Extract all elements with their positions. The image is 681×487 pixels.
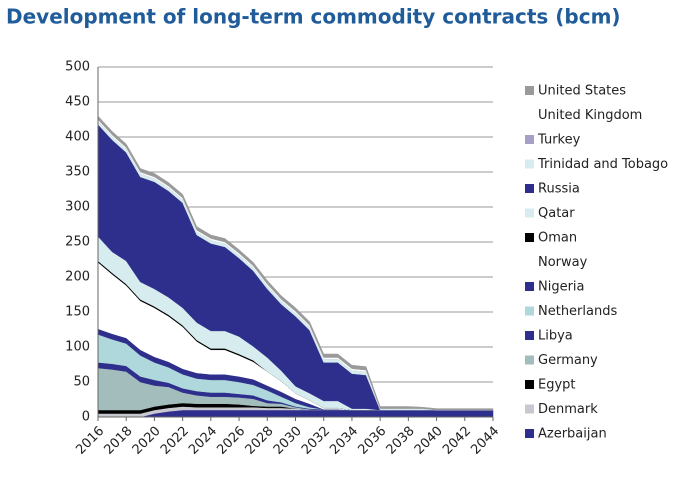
- legend-label: Turkey: [537, 133, 581, 148]
- chart-title: Development of long-term commodity contr…: [6, 5, 621, 29]
- legend-swatch: [525, 86, 534, 95]
- x-tick-label: 2026: [214, 424, 248, 458]
- legend-label: Qatar: [538, 206, 575, 221]
- legend-swatch: [525, 429, 534, 438]
- y-tick-label: 350: [65, 165, 90, 180]
- x-tick-label: 2016: [73, 424, 107, 458]
- legend-swatch: [525, 159, 534, 169]
- legend-label: Azerbaijan: [538, 427, 607, 442]
- x-tick-label: 2040: [412, 424, 446, 458]
- y-tick-label: 200: [65, 270, 90, 285]
- y-tick-label: 150: [65, 305, 90, 320]
- legend-label: United States: [538, 84, 626, 99]
- area: [97, 115, 494, 411]
- y-tick-label: 400: [65, 130, 90, 145]
- legend-label: United Kingdom: [538, 108, 642, 123]
- legend-swatch: [525, 404, 534, 414]
- y-tick-label: 100: [65, 340, 90, 355]
- legend-label: Egypt: [538, 378, 576, 393]
- legend-swatch: [525, 233, 534, 242]
- x-tick-label: 2042: [440, 424, 474, 458]
- legend-swatch: [525, 282, 534, 291]
- legend-label: Netherlands: [538, 304, 617, 319]
- legend-swatch: [525, 110, 534, 120]
- x-tick-label: 2032: [299, 424, 333, 458]
- legend-swatch: [525, 135, 534, 144]
- y-tick-label: 250: [65, 235, 90, 250]
- x-tick-label: 2044: [468, 424, 502, 458]
- x-tick-label: 2020: [130, 424, 164, 458]
- legend-label: Oman: [538, 231, 577, 246]
- y-tick-label: 0: [82, 410, 90, 425]
- y-tick-label: 450: [65, 95, 90, 110]
- y-tick-label: 500: [65, 60, 90, 75]
- legend-label: Libya: [538, 329, 573, 344]
- x-tick-label: 2034: [327, 424, 361, 458]
- legend-swatch: [525, 306, 534, 316]
- x-tick-label: 2018: [102, 424, 136, 458]
- x-tick-label: 2036: [355, 424, 389, 458]
- legend-swatch: [525, 184, 534, 193]
- x-tick-label: 2024: [186, 424, 220, 458]
- x-tick-label: 2030: [271, 424, 305, 458]
- x-tick-label: 2028: [243, 424, 277, 458]
- legend-label: Germany: [538, 353, 598, 368]
- y-tick-label: 50: [73, 375, 90, 390]
- legend-swatch: [525, 208, 534, 218]
- x-tick-label: 2022: [158, 424, 192, 458]
- x-tick-label: 2038: [384, 424, 418, 458]
- legend-label: Nigeria: [538, 280, 585, 295]
- legend-label: Trinidad and Tobago: [537, 157, 668, 172]
- legend-swatch: [525, 331, 534, 340]
- y-tick-label: 300: [65, 200, 90, 215]
- legend-swatch: [525, 257, 534, 267]
- legend-label: Norway: [538, 255, 588, 270]
- legend-swatch: [525, 380, 534, 389]
- legend-label: Russia: [538, 182, 580, 197]
- legend-swatch: [525, 355, 534, 365]
- legend-label: Denmark: [538, 402, 598, 417]
